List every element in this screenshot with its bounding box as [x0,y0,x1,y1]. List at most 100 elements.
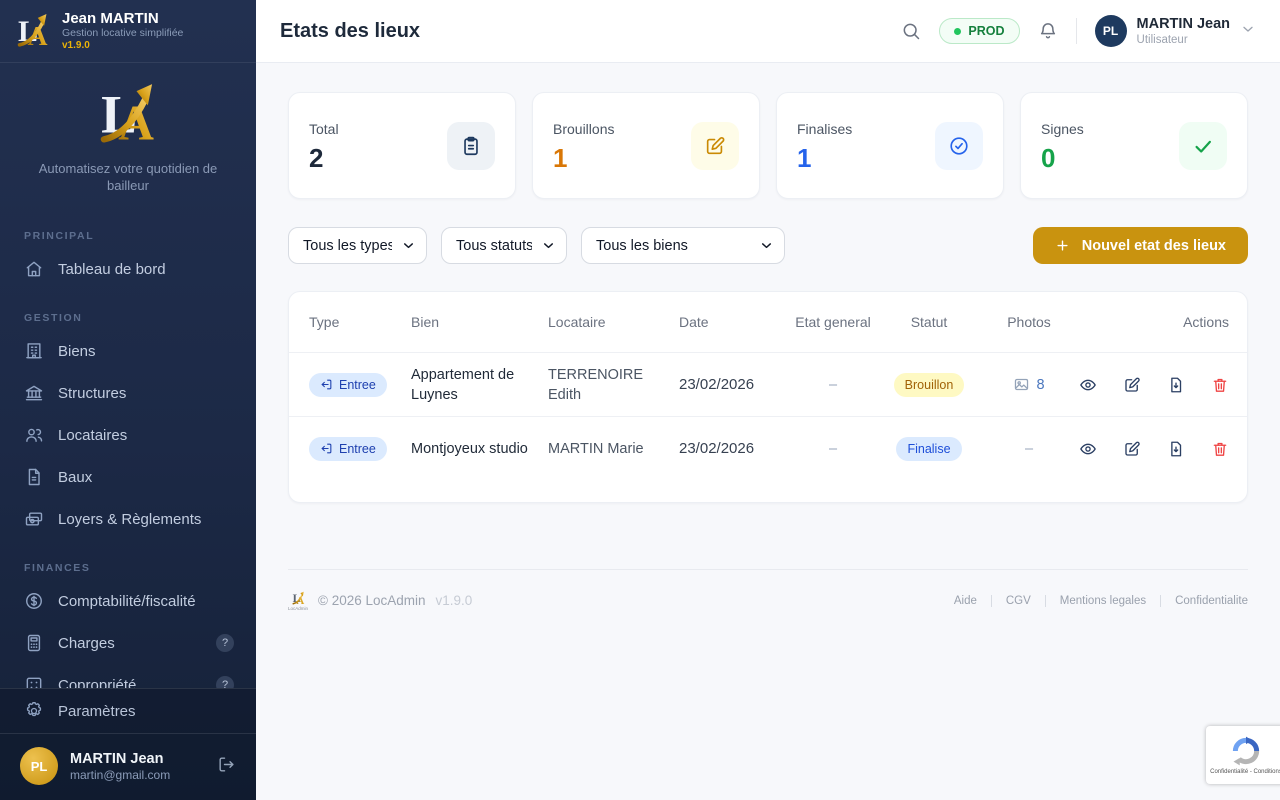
stats-row: Total 2 Brouillons 1 [288,92,1248,199]
section-label-finances: FINANCES [24,562,91,574]
divider [1075,18,1077,44]
user-menu[interactable]: PL MARTIN Jean Utilisateur [1094,15,1256,47]
sidebar-item-label: Loyers & Règlements [58,510,202,528]
section-label-principal: PRINCIPAL [24,230,95,242]
type-filter-select[interactable]: Tous les types [288,227,427,264]
stat-card-total: Total 2 [288,92,516,199]
svg-text:A: A [118,95,154,145]
delete-button[interactable] [1211,376,1229,394]
brand-block: L A Automatisez votre quotidien de baill… [0,63,256,194]
footer: L A LocAdmin © 2026 LocAdmin v1.9.0 Aide [288,569,1248,611]
app-version: v1.9.0 [62,40,90,51]
header-user-role: Utilisateur [1136,33,1188,46]
footer-link-cgv[interactable]: CGV [1005,594,1031,607]
main-area: Etats des lieux PROD PL MARTIN Jean [256,0,1280,800]
sidebar-item-label: Biens [58,342,96,360]
download-button[interactable] [1167,376,1185,394]
date-cell: 23/02/2026 [679,440,755,457]
enter-icon [321,443,332,454]
payments-icon [25,512,43,526]
stat-card-signes: Signes 0 [1020,92,1248,199]
status-dot-icon [954,27,962,35]
sidebar-item-charges[interactable]: Charges ? [0,622,256,664]
file-download-icon [1171,377,1182,392]
recaptcha-text: Confidentialité - Conditions [1210,768,1280,775]
clipboard-icon [447,121,495,170]
sidebar-item-comptabilite[interactable]: Comptabilité/fiscalité [0,580,256,622]
home-icon [26,261,42,277]
locataire-cell: TERRENOIRE Edith [548,366,644,403]
dollar-icon [26,593,42,609]
section-label-gestion: GESTION [24,312,83,324]
download-button[interactable] [1167,440,1185,458]
locataire-cell: MARTIN Marie [548,440,644,457]
sidebar-item-copropriete[interactable]: Copropriété ? [0,664,256,688]
bien-cell: Montjoyeux studio [411,440,528,457]
footer-copyright: © 2026 LocAdmin [318,593,426,608]
sidebar-item-biens[interactable]: Biens [0,330,256,372]
table-row: Entree Appartement de Luynes TERRENOIRE … [289,352,1247,416]
recaptcha-badge[interactable]: Confidentialité - Conditions [1206,726,1280,784]
env-badge[interactable]: PROD [939,18,1020,44]
view-button[interactable] [1079,376,1097,394]
view-button[interactable] [1079,440,1097,458]
delete-button[interactable] [1211,440,1229,458]
footer-link-mentions[interactable]: Mentions legales [1059,594,1147,607]
question-badge[interactable]: ? [216,676,234,688]
sidebar-item-tableau-de-bord[interactable]: Tableau de bord [0,248,256,290]
date-cell: 23/02/2026 [679,376,755,393]
locadmin-logo-icon: L A [14,10,52,53]
divider [1160,594,1162,607]
grid-icon [26,677,42,688]
sidebar-item-baux[interactable]: Baux [0,456,256,498]
bien-filter-select[interactable]: Tous les biens [581,227,785,264]
sidebar-item-structures[interactable]: Structures [0,372,256,414]
users-icon [26,428,43,442]
check-icon [1179,121,1227,170]
type-badge: Entree [309,372,387,397]
type-badge-label: Entree [339,441,376,456]
type-badge: Entree [309,436,387,461]
enter-icon [321,379,332,390]
bank-icon [25,385,43,401]
sidebar-item-loyers-reglements[interactable]: Loyers & Règlements [0,498,256,540]
sidebar-item-locataires[interactable]: Locataires [0,414,256,456]
col-photos: Photos [1007,314,1051,330]
status-badge: Brouillon [893,372,965,397]
stat-label: Total [309,120,339,137]
search-button[interactable] [901,21,921,41]
check-circle-icon [935,121,983,170]
file-icon [28,468,40,486]
svg-text:A: A [296,595,304,605]
notifications-button[interactable] [1038,21,1058,41]
page-title: Etats des lieux [280,19,421,42]
stat-value: 2 [309,142,324,173]
edit-icon [1125,377,1140,392]
new-etat-des-lieux-button[interactable]: Nouvel etat des lieux [1032,227,1248,264]
logout-button[interactable] [217,755,236,777]
edit-button[interactable] [1123,376,1141,394]
recaptcha-icon [1232,736,1260,765]
file-download-icon [1171,441,1182,456]
sidebar: L A Jean MARTIN Gestion locative simplif… [0,0,256,800]
status-filter-select[interactable]: Tous statuts [441,227,567,264]
sidebar-item-label: Tableau de bord [58,260,166,278]
user-email: martin@gmail.com [70,767,171,782]
search-icon [903,23,920,40]
question-badge[interactable]: ? [216,634,234,652]
footer-link-confidentialite[interactable]: Confidentialite [1175,594,1248,607]
sidebar-header: L A Jean MARTIN Gestion locative simplif… [0,0,256,63]
sidebar-item-parametres[interactable]: Paramètres [0,689,256,733]
footer-link-aide[interactable]: Aide [953,594,977,607]
avatar: PL [1094,15,1127,47]
photos-count: 8 [1036,376,1045,393]
eye-icon [1080,379,1096,390]
image-icon [1015,378,1029,391]
trash-icon [1213,378,1227,392]
table-row: Entree Montjoyeux studio MARTIN Marie 23… [289,416,1247,480]
app-subtitle: Gestion locative simplifiée [62,27,184,39]
env-badge-label: PROD [968,24,1005,38]
edit-icon [1125,441,1140,456]
edit-button[interactable] [1123,440,1141,458]
